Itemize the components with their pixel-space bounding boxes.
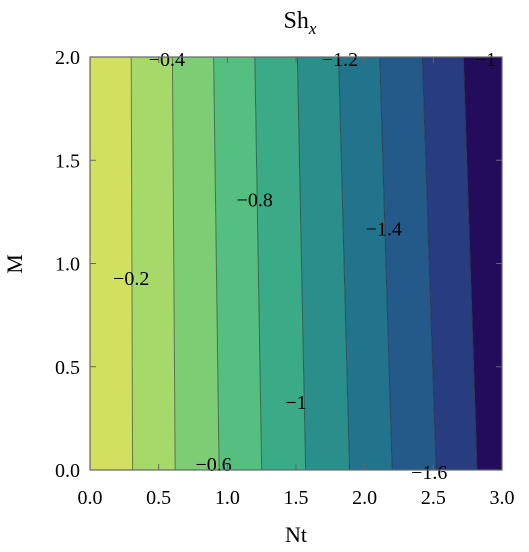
y-tick-label: 0.5	[55, 357, 80, 379]
y-tick-label: 1.0	[55, 254, 80, 276]
contour-line	[463, 57, 478, 470]
contour-label: −0.6	[195, 454, 231, 476]
contour-line	[338, 57, 351, 470]
contour-line	[379, 57, 393, 470]
x-tick-label: 0.0	[78, 487, 103, 509]
contour-label: −1	[475, 49, 496, 71]
contour-label: −1	[285, 392, 306, 414]
contour-label: −1.6	[411, 462, 447, 484]
contour-region	[213, 57, 262, 470]
x-tick-label: 3.0	[490, 487, 515, 509]
x-axis-title: Nt	[285, 522, 307, 547]
contour-region	[90, 57, 133, 470]
y-axis-title: M	[2, 254, 27, 274]
x-tick-label: 1.5	[284, 487, 309, 509]
contour-line	[130, 57, 134, 470]
contour-regions	[90, 57, 502, 470]
contour-label: −0.8	[237, 189, 273, 211]
contour-label: −0.4	[149, 49, 185, 71]
contour-lines	[130, 57, 478, 470]
contour-region	[131, 57, 176, 470]
x-tick-label: 2.5	[421, 487, 446, 509]
contour-line	[421, 57, 437, 470]
contour-line	[254, 57, 263, 470]
contour-region	[297, 57, 350, 470]
contour-line	[296, 57, 307, 470]
axis-ticks: 0.0 0.5 1.0 1.5 2.0 2.5 3.0 0.0 0.5 1.0 1.5 2.0	[55, 47, 515, 509]
x-tick-label: 2.0	[352, 487, 377, 509]
contour-region	[379, 57, 437, 470]
y-tick-label: 1.5	[55, 150, 80, 172]
x-tick-label: 1.0	[215, 487, 240, 509]
contour-label: −1.2	[322, 49, 358, 71]
contour-line	[213, 57, 220, 470]
contour-label: −0.2	[113, 268, 149, 290]
contour-line	[171, 57, 176, 470]
x-tick-label: 0.5	[146, 487, 171, 509]
contour-region	[338, 57, 393, 470]
contour-region	[463, 57, 502, 470]
y-tick-label: 0.0	[55, 460, 80, 482]
chart-title: Shx	[284, 8, 317, 38]
contour-label: −1.4	[366, 218, 402, 240]
y-tick-label: 2.0	[55, 47, 80, 69]
contour-region	[254, 57, 306, 470]
contour-region	[422, 57, 478, 470]
contour-region	[172, 57, 220, 470]
